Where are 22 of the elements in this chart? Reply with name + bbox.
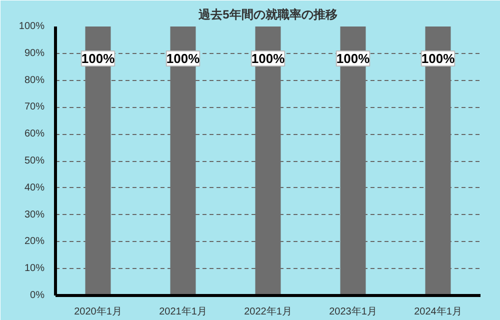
data-label: 100% (336, 51, 370, 66)
y-tick-label: 90% (24, 48, 45, 59)
y-tick-label: 10% (24, 263, 45, 274)
x-tick-label: 2024年1月 (414, 306, 462, 318)
y-tick-label: 20% (24, 236, 45, 248)
y-tick-label: 100% (18, 21, 45, 32)
y-tick-label: 30% (24, 209, 45, 220)
x-tick-label: 2023年1月 (329, 306, 377, 318)
x-tick-label: 2022年1月 (244, 306, 292, 318)
data-label: 100% (421, 51, 456, 66)
x-tick-label: 2021年1月 (159, 306, 207, 318)
y-tick-label: 60% (24, 128, 45, 140)
y-tick-label: 0% (30, 290, 45, 301)
data-label: 100% (166, 51, 200, 66)
data-label: 100% (81, 51, 116, 66)
y-tick-label: 50% (24, 156, 45, 166)
y-tick-label: 70% (24, 102, 45, 113)
y-tick-label: 40% (24, 182, 45, 194)
y-tick-label: 80% (24, 74, 45, 86)
chart-title: 過去5年間の就職率の推移 (198, 8, 338, 22)
data-label: 100% (251, 51, 286, 66)
x-tick-label: 2020年1月 (74, 306, 122, 318)
